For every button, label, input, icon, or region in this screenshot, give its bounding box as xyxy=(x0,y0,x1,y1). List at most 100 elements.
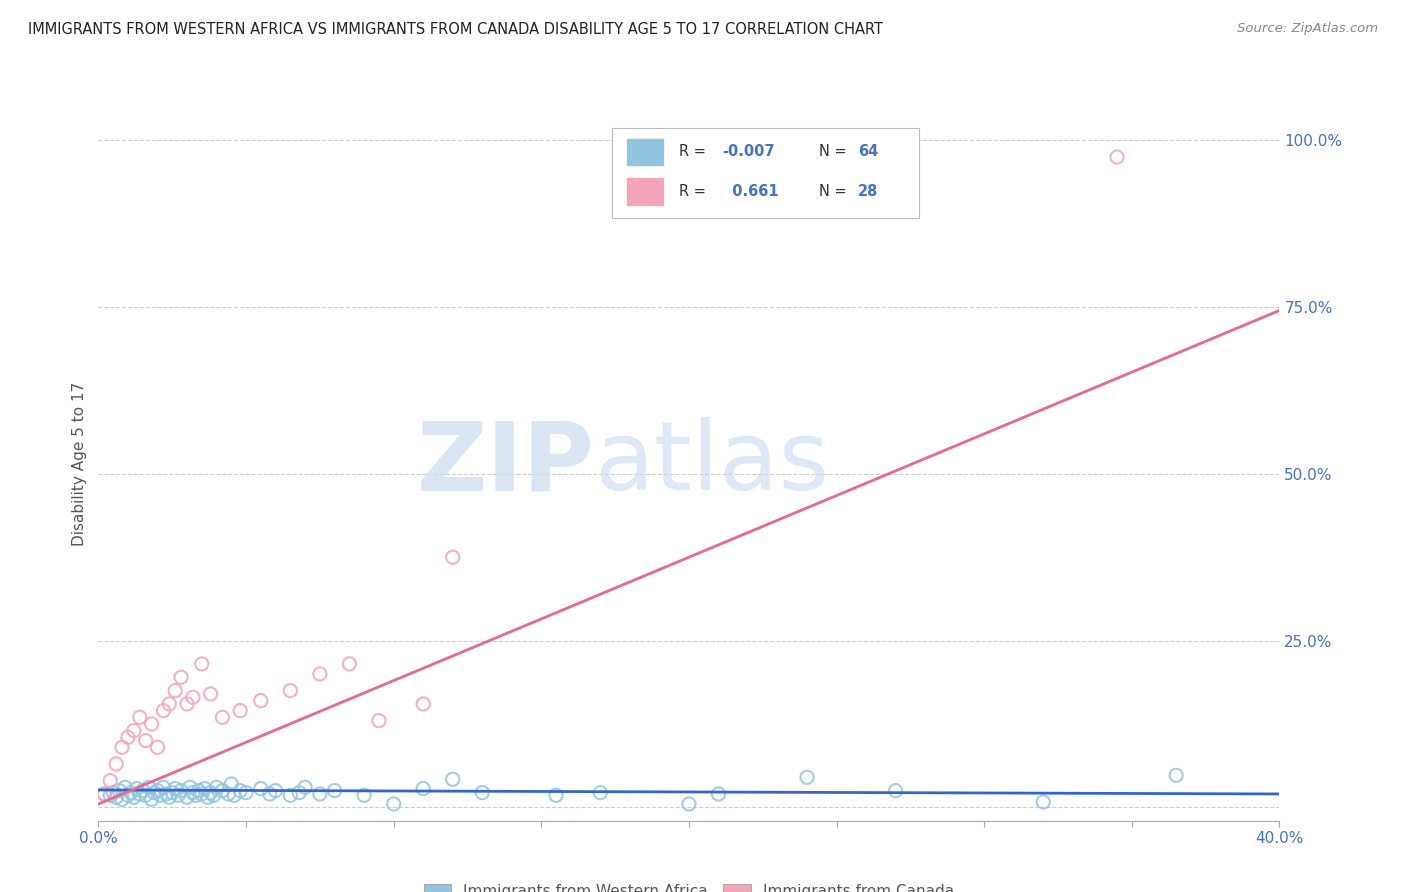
Point xyxy=(122,723,145,738)
Point xyxy=(353,789,375,803)
Point xyxy=(1105,150,1128,164)
Point xyxy=(181,786,204,800)
Point xyxy=(103,786,125,800)
Point xyxy=(202,789,225,803)
Point xyxy=(149,789,172,803)
Point xyxy=(108,783,131,797)
Point xyxy=(135,789,157,803)
Text: Source: ZipAtlas.com: Source: ZipAtlas.com xyxy=(1237,22,1378,36)
Point xyxy=(412,697,434,711)
Point xyxy=(184,789,207,803)
Point xyxy=(179,780,201,795)
Point xyxy=(205,780,228,795)
Point xyxy=(337,657,360,671)
Point xyxy=(294,780,316,795)
Point xyxy=(884,783,907,797)
Point xyxy=(200,786,222,800)
Point xyxy=(120,786,142,800)
Point xyxy=(412,781,434,796)
Point xyxy=(143,786,166,800)
Point xyxy=(229,704,252,718)
Point xyxy=(98,789,121,803)
Point xyxy=(194,781,217,796)
Point xyxy=(1164,768,1187,782)
Point xyxy=(278,683,302,698)
Point xyxy=(441,550,464,565)
Point xyxy=(368,714,391,728)
Text: R =: R = xyxy=(679,145,711,160)
Point xyxy=(323,783,346,797)
Point xyxy=(678,797,700,811)
Point xyxy=(707,787,730,801)
Point xyxy=(114,780,136,795)
Point xyxy=(187,783,209,797)
Point xyxy=(211,710,233,724)
Point xyxy=(135,733,157,747)
Text: R =: R = xyxy=(679,184,711,199)
Text: N =: N = xyxy=(818,145,851,160)
Point xyxy=(288,786,311,800)
Y-axis label: Disability Age 5 to 17: Disability Age 5 to 17 xyxy=(72,382,87,546)
Point xyxy=(278,789,302,803)
Point xyxy=(170,783,193,797)
Point xyxy=(125,781,148,796)
Point xyxy=(93,787,115,801)
FancyBboxPatch shape xyxy=(626,137,664,166)
Legend: Immigrants from Western Africa, Immigrants from Canada: Immigrants from Western Africa, Immigran… xyxy=(423,884,955,892)
Point xyxy=(181,690,204,705)
Point xyxy=(165,683,187,698)
Point xyxy=(98,773,121,788)
Point xyxy=(197,790,219,805)
Point xyxy=(796,770,818,784)
Text: 28: 28 xyxy=(858,184,879,199)
Point xyxy=(111,792,134,806)
Point xyxy=(589,786,612,800)
Point xyxy=(259,787,281,801)
Text: -0.007: -0.007 xyxy=(723,145,775,160)
Point xyxy=(309,667,332,681)
Point xyxy=(200,687,222,701)
FancyBboxPatch shape xyxy=(626,177,664,205)
Text: atlas: atlas xyxy=(595,417,830,510)
Point xyxy=(191,787,214,801)
Point xyxy=(170,670,193,684)
Point xyxy=(224,789,246,803)
Point xyxy=(111,740,134,755)
Point xyxy=(105,790,128,805)
Point xyxy=(471,786,494,800)
Point xyxy=(117,789,139,803)
FancyBboxPatch shape xyxy=(612,128,920,218)
Point xyxy=(264,783,287,797)
Point xyxy=(544,789,567,803)
Point xyxy=(117,731,139,745)
Point xyxy=(105,756,128,771)
Point xyxy=(155,787,177,801)
Point xyxy=(250,781,273,796)
Point xyxy=(1032,795,1054,809)
Point xyxy=(229,783,252,797)
Point xyxy=(128,787,150,801)
Point xyxy=(146,740,169,755)
Point xyxy=(152,780,174,795)
Point xyxy=(382,797,405,811)
Point xyxy=(93,787,115,801)
Text: IMMIGRANTS FROM WESTERN AFRICA VS IMMIGRANTS FROM CANADA DISABILITY AGE 5 TO 17 : IMMIGRANTS FROM WESTERN AFRICA VS IMMIGR… xyxy=(28,22,883,37)
Point xyxy=(132,783,155,797)
Point xyxy=(219,777,242,791)
Point xyxy=(309,787,332,801)
Point xyxy=(167,789,190,803)
Point xyxy=(141,717,163,731)
Point xyxy=(441,772,464,787)
Point xyxy=(176,790,198,805)
Point xyxy=(176,697,198,711)
Point xyxy=(141,792,163,806)
Point xyxy=(122,790,145,805)
Text: ZIP: ZIP xyxy=(416,417,595,510)
Point xyxy=(162,786,183,800)
Point xyxy=(128,710,150,724)
Point xyxy=(217,787,239,801)
Point xyxy=(152,704,174,718)
Point xyxy=(211,783,233,797)
Point xyxy=(138,780,160,795)
Point xyxy=(165,781,187,796)
